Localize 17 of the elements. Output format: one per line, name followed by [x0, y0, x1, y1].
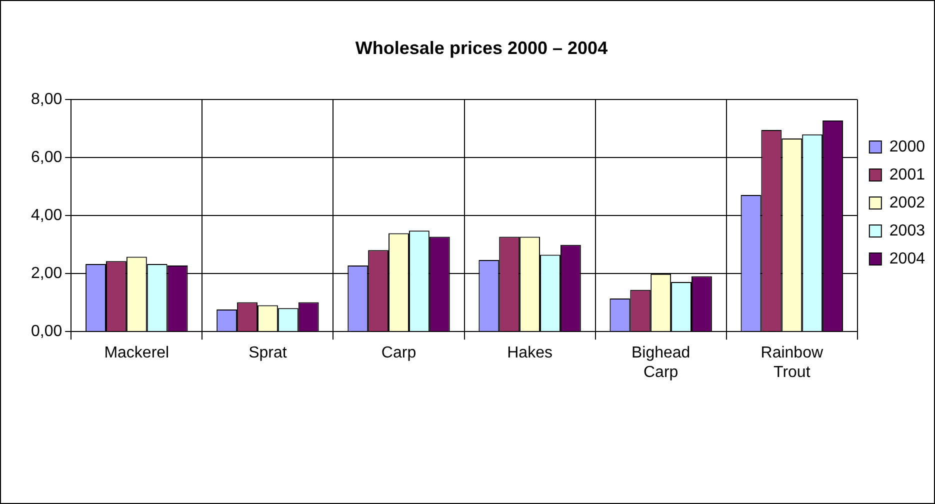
y-tick-label: 8,00 [31, 91, 62, 108]
x-tick-label: Bighead Carp [631, 344, 690, 381]
legend-label: 2004 [889, 250, 926, 268]
legend-label: 2003 [889, 222, 926, 240]
x-tick-label: Mackerel [104, 344, 170, 362]
legend-label: 2001 [889, 166, 926, 184]
y-tick-label: 4,00 [31, 207, 62, 224]
x-tick-label: Rainbow Trout [760, 344, 824, 381]
x-tick-label: Hakes [507, 344, 552, 362]
legend-label: 2002 [889, 194, 926, 212]
x-tick-label: Sprat [248, 344, 288, 362]
legend-label: 2000 [889, 138, 926, 156]
y-tick-label: 6,00 [31, 149, 62, 166]
x-tick-label: Carp [381, 344, 416, 362]
y-tick-label: 2,00 [31, 265, 62, 282]
y-tick-label: 0,00 [31, 323, 62, 340]
chart-title: Wholesale prices 2000 – 2004 [355, 38, 608, 58]
